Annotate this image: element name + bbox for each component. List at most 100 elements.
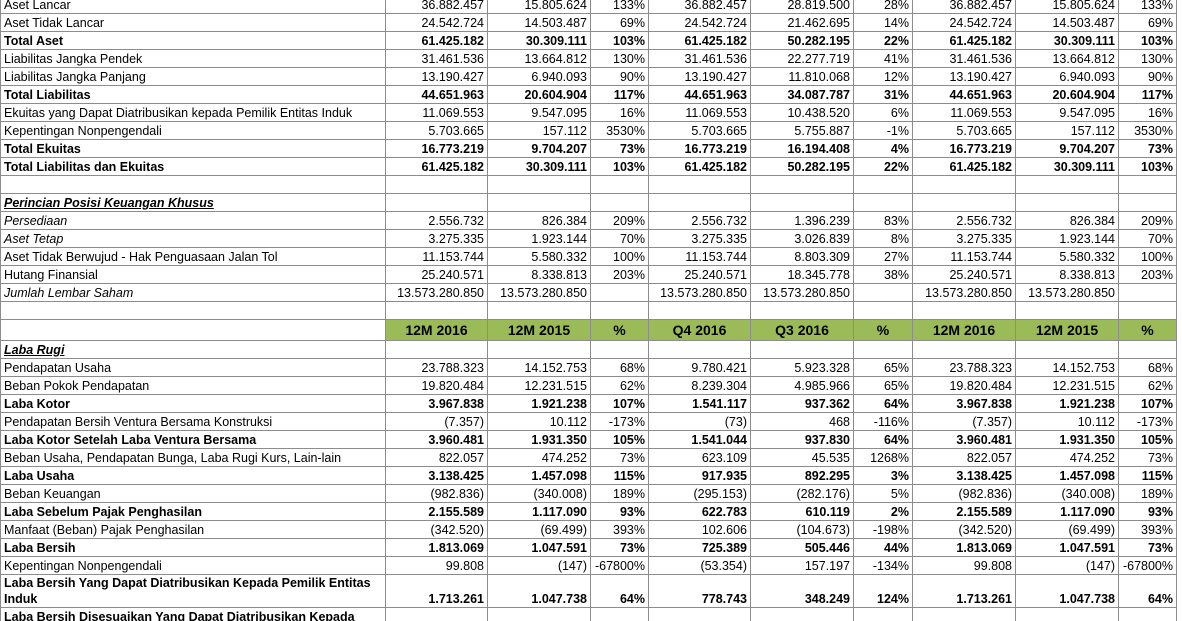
value-cell: (147) bbox=[487, 556, 591, 575]
table-row: Liabilitas Jangka Panjang 13.190.427 6.940… bbox=[0, 67, 1177, 86]
table-row: Laba Kotor 3.967.838 1.921.238 107% 1.541.11… bbox=[0, 394, 1177, 413]
value-cell: 2.556.732 bbox=[385, 211, 488, 230]
value-cell: 10.112 bbox=[1015, 412, 1119, 431]
value-cell: 107% bbox=[1118, 394, 1177, 413]
value-cell bbox=[750, 175, 854, 194]
value-cell: 1.457.098 bbox=[487, 466, 591, 485]
table-row: Kepentingan Nonpengendali 5.703.665 157.11… bbox=[0, 121, 1177, 140]
value-cell: 468 bbox=[750, 412, 854, 431]
value-cell bbox=[648, 301, 751, 320]
value-cell: 610.119 bbox=[750, 502, 854, 521]
row-label: Beban Pokok Pendapatan bbox=[0, 376, 386, 395]
value-cell: 44% bbox=[853, 538, 913, 557]
row-label: Kepentingan Nonpengendali bbox=[0, 556, 386, 575]
value-cell: 61.425.182 bbox=[385, 31, 488, 50]
table-row: Beban Pokok Pendapatan 19.820.484 12.231.5… bbox=[0, 376, 1177, 395]
value-cell: 2.556.732 bbox=[648, 211, 751, 230]
value-cell: 36.882.457 bbox=[648, 0, 751, 14]
row-label: Persediaan bbox=[0, 211, 386, 230]
value-cell bbox=[487, 607, 591, 621]
table-row: Aset Tidak Lancar 24.542.724 14.503.487 69%… bbox=[0, 13, 1177, 32]
value-cell: 3% bbox=[853, 466, 913, 485]
value-cell: 24.542.724 bbox=[648, 13, 751, 32]
value-cell: 22% bbox=[853, 157, 913, 176]
value-cell: 115% bbox=[1118, 466, 1177, 485]
value-cell: 1.541.044 bbox=[648, 430, 751, 449]
value-cell: 16% bbox=[590, 103, 649, 122]
value-cell: 11.069.553 bbox=[912, 103, 1016, 122]
table-row: Laba Rugi bbox=[0, 340, 1177, 359]
table-row: Hutang Finansial 25.240.571 8.338.813 203% 2… bbox=[0, 265, 1177, 284]
value-cell bbox=[487, 301, 591, 320]
value-cell: % bbox=[1118, 319, 1177, 341]
value-cell: 115% bbox=[590, 466, 649, 485]
value-cell: 1.457.098 bbox=[1015, 466, 1119, 485]
table-row: Beban Usaha, Pendapatan Bunga, Laba Rugi… bbox=[0, 448, 1177, 467]
value-cell: % bbox=[853, 319, 913, 341]
value-cell: 99.808 bbox=[912, 556, 1016, 575]
value-cell: 1.923.144 bbox=[1015, 229, 1119, 248]
table-row: Laba Kotor Setelah Laba Ventura Bersama 3… bbox=[0, 430, 1177, 449]
value-cell: 61.425.182 bbox=[648, 31, 751, 50]
value-cell: 50.282.195 bbox=[750, 157, 854, 176]
value-cell: 1.396.239 bbox=[750, 211, 854, 230]
value-cell: 3.275.335 bbox=[912, 229, 1016, 248]
value-cell: 203% bbox=[590, 265, 649, 284]
value-cell: 18.345.778 bbox=[750, 265, 854, 284]
value-cell: 189% bbox=[1118, 484, 1177, 503]
row-label: Laba Rugi bbox=[0, 340, 386, 359]
value-cell: 41% bbox=[853, 49, 913, 68]
table-row: Kepentingan Nonpengendali 99.808 (147) -678… bbox=[0, 556, 1177, 575]
value-cell: 73% bbox=[590, 139, 649, 158]
value-cell: 2.155.589 bbox=[385, 502, 488, 521]
value-cell: 1268% bbox=[853, 448, 913, 467]
value-cell: 103% bbox=[590, 157, 649, 176]
row-label: Laba Bersih Yang Dapat Diatribusikan Kep… bbox=[0, 574, 386, 608]
value-cell bbox=[590, 301, 649, 320]
table-row: Jumlah Lembar Saham 13.573.280.850 13.573.… bbox=[0, 283, 1177, 302]
value-cell: -134% bbox=[853, 556, 913, 575]
table-row bbox=[0, 175, 1177, 194]
value-cell: 16.773.219 bbox=[385, 139, 488, 158]
value-cell: 20.604.904 bbox=[487, 85, 591, 104]
value-cell: 12.231.515 bbox=[487, 376, 591, 395]
value-cell: 102.606 bbox=[648, 520, 751, 539]
row-label bbox=[0, 301, 386, 320]
value-cell: (342.520) bbox=[385, 520, 488, 539]
value-cell: 3530% bbox=[1118, 121, 1177, 140]
value-cell: -173% bbox=[590, 412, 649, 431]
table-row: Total Ekuitas 16.773.219 9.704.207 73% 16.77… bbox=[0, 139, 1177, 158]
value-cell: 822.057 bbox=[385, 448, 488, 467]
value-cell bbox=[1118, 175, 1177, 194]
row-label: Total Liabilitas bbox=[0, 85, 386, 104]
value-cell bbox=[487, 340, 591, 359]
value-cell: 157.197 bbox=[750, 556, 854, 575]
value-cell bbox=[912, 301, 1016, 320]
value-cell bbox=[1118, 301, 1177, 320]
value-cell bbox=[912, 193, 1016, 212]
value-cell: 474.252 bbox=[487, 448, 591, 467]
value-cell: 12M 2015 bbox=[1015, 319, 1119, 341]
value-cell: 11.069.553 bbox=[385, 103, 488, 122]
row-label: Ekuitas yang Dapat Diatribusikan kepada … bbox=[0, 103, 386, 122]
value-cell: 13.573.280.850 bbox=[648, 283, 751, 302]
table-row bbox=[0, 301, 1177, 320]
value-cell: (282.176) bbox=[750, 484, 854, 503]
value-cell: 3.967.838 bbox=[385, 394, 488, 413]
value-cell: 16.773.219 bbox=[912, 139, 1016, 158]
row-label: Laba Kotor Setelah Laba Ventura Bersama bbox=[0, 430, 386, 449]
value-cell: Q4 2016 bbox=[648, 319, 751, 341]
value-cell: 11.153.744 bbox=[385, 247, 488, 266]
row-label bbox=[0, 319, 386, 341]
value-cell bbox=[385, 607, 488, 621]
value-cell: 16.773.219 bbox=[648, 139, 751, 158]
value-cell: -198% bbox=[853, 520, 913, 539]
value-cell: 3.275.335 bbox=[648, 229, 751, 248]
row-label: Total Ekuitas bbox=[0, 139, 386, 158]
value-cell: 69% bbox=[1118, 13, 1177, 32]
value-cell: (53.354) bbox=[648, 556, 751, 575]
value-cell: 64% bbox=[853, 394, 913, 413]
value-cell: 61.425.182 bbox=[648, 157, 751, 176]
value-cell: 15.805.624 bbox=[1015, 0, 1119, 14]
